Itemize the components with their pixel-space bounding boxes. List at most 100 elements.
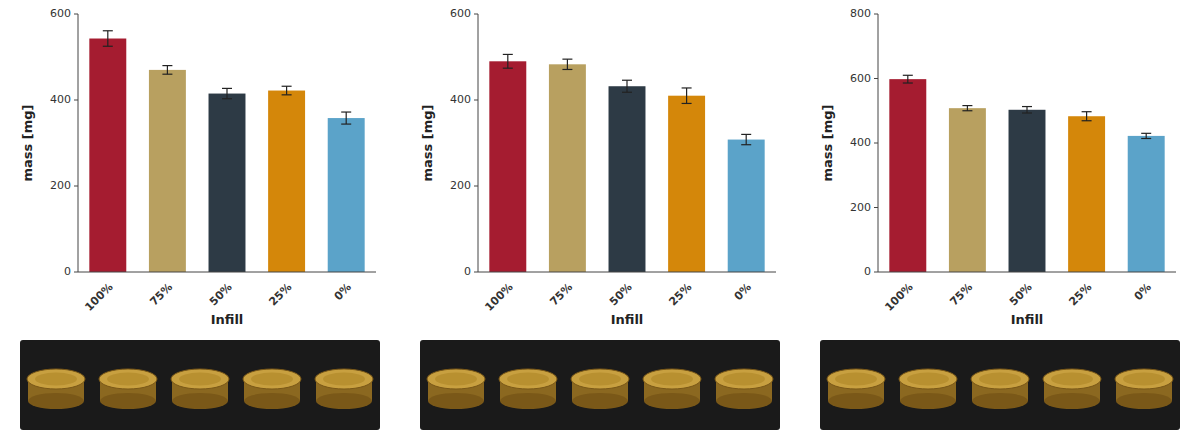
error-cap <box>741 144 751 145</box>
error-cap <box>282 86 292 87</box>
y-tick <box>474 14 478 15</box>
tablet <box>715 369 773 409</box>
x-tick-label: 0% <box>332 281 354 303</box>
error-line <box>167 66 168 75</box>
x-axis-title: Infill <box>211 312 244 327</box>
error-line <box>686 88 687 103</box>
y-axis-title: mass [mg] <box>820 104 835 181</box>
error-bar <box>162 66 172 75</box>
tablet-top <box>243 369 301 389</box>
error-line <box>907 75 908 83</box>
error-bar <box>503 54 513 68</box>
tablet-ring <box>435 373 477 386</box>
bar <box>949 108 986 272</box>
error-cap <box>562 69 572 70</box>
x-tick-label: 75% <box>547 281 575 309</box>
error-cap <box>903 75 913 76</box>
y-tick-label: 0 <box>464 265 471 278</box>
x-tick-label: 25% <box>267 281 295 309</box>
tablet <box>27 369 85 409</box>
error-line <box>1146 133 1147 138</box>
error-cap <box>562 59 572 60</box>
error-bar <box>1082 112 1092 121</box>
y-tick <box>74 100 78 101</box>
chart-svg: 0200400600100%75%50%25%0%Infillmass [mg]… <box>0 0 1200 437</box>
error-bar <box>103 31 113 46</box>
tablet-top <box>971 369 1029 389</box>
bar-chart: 0200400600800100%75%50%25%0%Infillmass [… <box>820 7 1176 327</box>
error-line <box>567 59 568 69</box>
error-cap <box>341 111 351 112</box>
marks <box>489 54 764 272</box>
error-line <box>226 88 227 98</box>
tablet-ring <box>835 373 877 386</box>
error-cap <box>1082 120 1092 121</box>
error-cap <box>162 74 172 75</box>
bar <box>489 61 526 272</box>
bar <box>209 94 246 272</box>
tablet-top <box>99 369 157 389</box>
photo-panel <box>820 340 1180 430</box>
y-tick <box>474 186 478 187</box>
tablet-top <box>427 369 485 389</box>
error-bar <box>622 80 632 92</box>
error-bar <box>903 75 913 83</box>
tablet-top <box>643 369 701 389</box>
y-tick-label: 400 <box>850 136 871 149</box>
y-tick <box>474 272 478 273</box>
tablet-ring <box>179 373 221 386</box>
y-tick <box>874 14 878 15</box>
error-line <box>346 112 347 124</box>
tablet-ring <box>1051 373 1093 386</box>
error-cap <box>1082 111 1092 112</box>
x-axis <box>878 272 1176 273</box>
y-tick-label: 0 <box>864 265 871 278</box>
tablet-bottom <box>28 393 84 409</box>
error-bar <box>1141 133 1151 138</box>
y-tick <box>74 186 78 187</box>
bar <box>328 118 365 272</box>
error-cap <box>682 103 692 104</box>
error-cap <box>682 87 692 88</box>
tablet-bottom <box>316 393 372 409</box>
photo-panel <box>20 340 380 430</box>
x-axis-title: Infill <box>611 312 644 327</box>
x-tick-label: 75% <box>147 281 175 309</box>
tablet-top <box>499 369 557 389</box>
y-tick-label: 200 <box>450 179 471 192</box>
tablet-ring <box>323 373 365 386</box>
y-tick-label: 400 <box>450 93 471 106</box>
error-line <box>1026 107 1027 113</box>
y-tick <box>74 14 78 15</box>
bar <box>889 79 926 272</box>
error-bar <box>282 86 292 95</box>
error-cap <box>222 98 232 99</box>
tablet <box>499 369 557 409</box>
tablet <box>643 369 701 409</box>
error-cap <box>162 65 172 66</box>
tablet-bottom <box>244 393 300 409</box>
marks <box>89 31 364 272</box>
error-line <box>286 86 287 95</box>
tablet-ring <box>107 373 149 386</box>
tablet-top <box>571 369 629 389</box>
tablet-ring <box>35 373 77 386</box>
y-tick <box>874 207 878 208</box>
x-tick-label: 75% <box>947 281 975 309</box>
tablet <box>315 369 373 409</box>
x-tick-label: 50% <box>207 281 235 309</box>
y-axis-title: mass [mg] <box>420 104 435 181</box>
error-line <box>1086 112 1087 121</box>
y-tick-label: 600 <box>850 72 871 85</box>
x-tick-label: 50% <box>1007 281 1035 309</box>
error-bar <box>962 106 972 111</box>
tablet-top <box>27 369 85 389</box>
tablet-bottom <box>1044 393 1100 409</box>
x-tick-label: 50% <box>607 281 635 309</box>
bar <box>609 86 646 272</box>
y-axis <box>478 14 479 272</box>
error-cap <box>341 123 351 124</box>
bar <box>728 140 765 272</box>
tablet-bottom <box>828 393 884 409</box>
tablet <box>243 369 301 409</box>
